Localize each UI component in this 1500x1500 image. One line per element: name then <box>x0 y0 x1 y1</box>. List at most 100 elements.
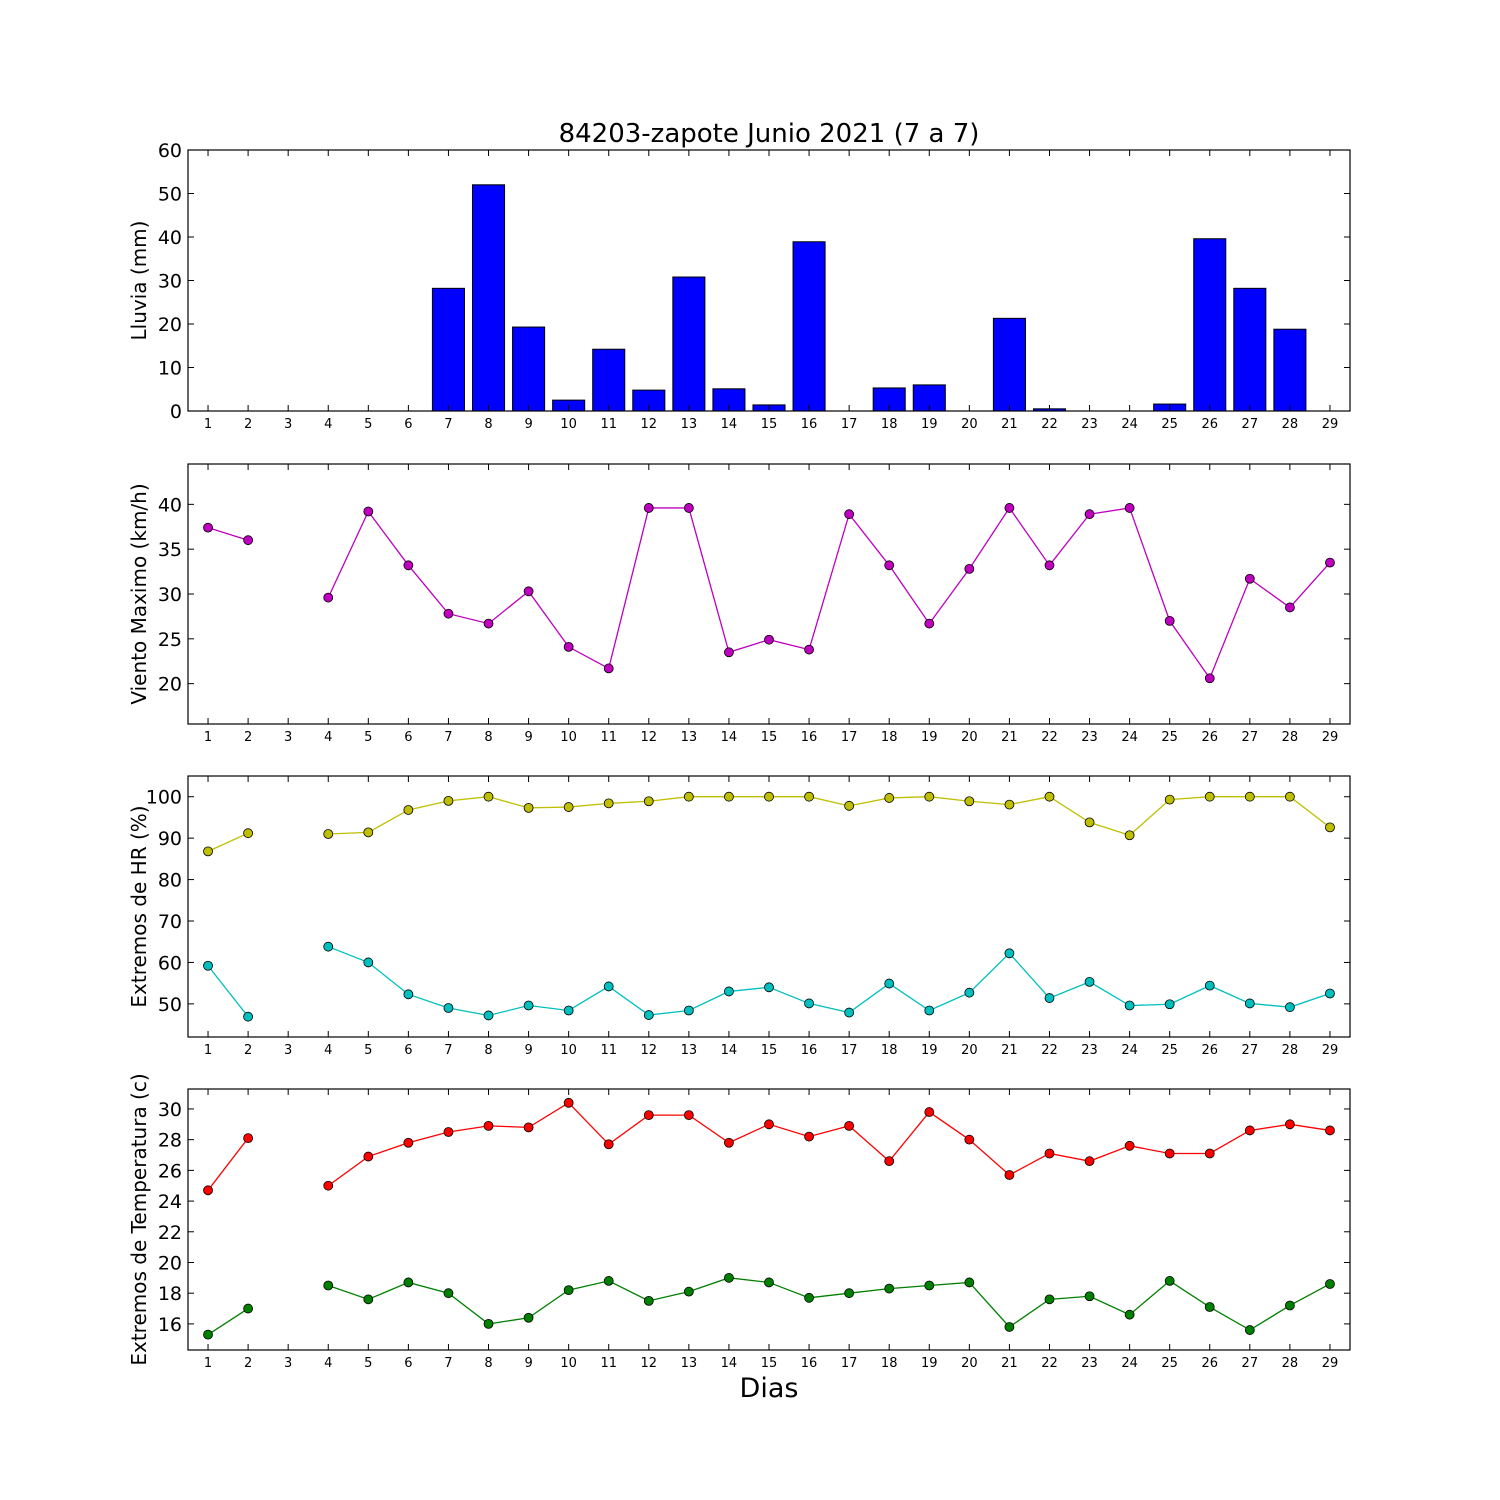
series-2-line-segment-1 <box>207 965 249 1018</box>
x-tick-label-11: 11 <box>600 1356 617 1371</box>
x-tick-label-3: 3 <box>284 1356 292 1371</box>
panel-3: 1 2 3 4 5 6 7 8 9 10 11 12 13 14 15 16 17 18 19 20 21 22 23 24 2… <box>127 775 1351 1058</box>
series-1-point-day-24 <box>1124 1140 1135 1151</box>
series-1-point-day-4 <box>323 1180 334 1191</box>
x-tick-label-13: 13 <box>681 1043 698 1058</box>
series-1-point-day-17 <box>844 1120 855 1131</box>
x-tick-label-21: 21 <box>1001 1043 1018 1058</box>
x-tick-label-20: 20 <box>961 1043 978 1058</box>
x-tick-label-15: 15 <box>761 1356 778 1371</box>
x-tick-label-19: 19 <box>921 417 938 432</box>
series-1-point-day-19 <box>924 618 935 629</box>
x-tick-label-24: 24 <box>1121 730 1138 745</box>
x-tick-label-19: 19 <box>921 1043 938 1058</box>
x-axis-label: Dias <box>740 1373 799 1404</box>
y-tick-label-16: 16 <box>158 1314 182 1336</box>
x-tick-label-17: 17 <box>841 417 858 432</box>
series-1-line-segment-1 <box>207 527 249 541</box>
x-tick-label-9: 9 <box>524 417 532 432</box>
series-1-point-day-7 <box>443 608 454 619</box>
series-1-point-day-13 <box>683 503 694 513</box>
series-1-point-day-22 <box>1044 560 1055 571</box>
series-1-point-day-29 <box>1325 822 1335 833</box>
x-tick-label-5: 5 <box>364 1043 372 1058</box>
panel-1: 1 2 3 4 5 6 7 8 9 10 11 12 13 14 15 16 17 18 19 20 21 22 23 24 2… <box>127 140 1351 432</box>
series-1-point-day-21 <box>1004 799 1015 810</box>
series-1-point-day-11 <box>603 663 614 674</box>
series-1-point-day-19 <box>924 1107 935 1117</box>
series-1-point-day-16 <box>804 791 814 802</box>
series-1-point-day-8 <box>483 618 494 629</box>
x-tick-label-20: 20 <box>961 417 978 432</box>
chart-title: 84203-zapote Junio 2021 (7 a 7) <box>559 119 980 149</box>
plot-frame <box>187 775 1351 1038</box>
y-tick-label-25: 25 <box>158 629 182 651</box>
series-2-point-day-4 <box>323 941 334 952</box>
series-1-point-day-16 <box>804 1131 814 1142</box>
x-tick-label-11: 11 <box>600 1043 617 1058</box>
y-tick-label-26: 26 <box>158 1160 182 1182</box>
series-1-point-day-11 <box>603 798 614 809</box>
x-tick-label-4: 4 <box>324 1043 332 1058</box>
series-1-point-day-11 <box>603 1139 614 1150</box>
x-tick-label-2: 2 <box>244 730 252 745</box>
series-2-point-day-9 <box>523 1312 534 1323</box>
series-1-point-day-9 <box>523 586 534 597</box>
series-2-point-day-26 <box>1204 980 1215 991</box>
x-tick-label-15: 15 <box>761 1043 778 1058</box>
series-2-point-day-25 <box>1164 999 1175 1010</box>
series-1-point-day-9 <box>523 803 534 813</box>
y-tick-label-70: 70 <box>158 911 182 933</box>
x-tick-label-21: 21 <box>1001 417 1018 432</box>
x-tick-label-3: 3 <box>284 730 292 745</box>
x-tick-label-7: 7 <box>444 1356 452 1371</box>
y-tick-label-50: 50 <box>158 184 182 206</box>
x-tick-label-26: 26 <box>1201 730 1218 745</box>
series-2-point-day-5 <box>363 957 374 968</box>
series-1-point-day-26 <box>1204 791 1215 802</box>
y-tick-label-30: 30 <box>158 584 182 606</box>
x-tick-label-23: 23 <box>1081 417 1098 432</box>
y-axis-label: Viento Maximo (km/h) <box>127 483 151 704</box>
series-2-point-day-21 <box>1004 948 1015 959</box>
series-1-point-day-15 <box>764 791 774 802</box>
series-1-point-day-29 <box>1325 1125 1335 1136</box>
series-1-point-day-1 <box>203 522 213 533</box>
panel-2: 1 2 3 4 5 6 7 8 9 10 11 12 13 14 15 16 17 18 19 20 21 22 23 24 2… <box>127 463 1351 745</box>
series-1-point-day-12 <box>643 1110 654 1120</box>
series-1-point-day-17 <box>844 509 855 520</box>
series-1-point-day-6 <box>403 805 414 815</box>
x-tick-label-24: 24 <box>1121 1043 1138 1058</box>
y-tick-label-100: 100 <box>146 787 182 809</box>
x-tick-label-10: 10 <box>560 417 577 432</box>
series-2-point-day-15 <box>764 1277 774 1288</box>
x-tick-label-26: 26 <box>1201 1043 1218 1058</box>
series-2-point-day-5 <box>363 1294 374 1305</box>
series-2-point-day-19 <box>924 1005 935 1016</box>
x-tick-label-18: 18 <box>881 417 898 432</box>
series-1-point-day-2 <box>243 1133 254 1144</box>
series-2-point-day-19 <box>924 1280 935 1291</box>
x-tick-label-16: 16 <box>801 417 818 432</box>
y-tick-label-30: 30 <box>158 1099 182 1121</box>
series-1-point-day-22 <box>1044 791 1055 802</box>
x-tick-label-6: 6 <box>404 1356 412 1371</box>
series-2-point-day-23 <box>1084 977 1095 987</box>
series-2-point-day-7 <box>443 1288 454 1299</box>
x-tick-label-22: 22 <box>1041 417 1058 432</box>
x-tick-label-14: 14 <box>721 1043 738 1058</box>
x-tick-label-17: 17 <box>841 730 858 745</box>
y-tick-label-20: 20 <box>158 674 182 696</box>
series-2-point-day-18 <box>884 1283 895 1294</box>
series-2-point-day-12 <box>643 1295 654 1306</box>
y-tick-label-28: 28 <box>158 1130 182 1152</box>
series-2-point-day-27 <box>1244 1325 1255 1335</box>
series-1-point-day-13 <box>683 791 694 802</box>
series-2-point-day-17 <box>844 1288 855 1299</box>
x-tick-label-17: 17 <box>841 1356 858 1371</box>
series-1-point-day-13 <box>683 1110 694 1120</box>
x-tick-label-23: 23 <box>1081 1043 1098 1058</box>
series-1-point-day-25 <box>1164 616 1175 626</box>
x-tick-label-17: 17 <box>841 1043 858 1058</box>
